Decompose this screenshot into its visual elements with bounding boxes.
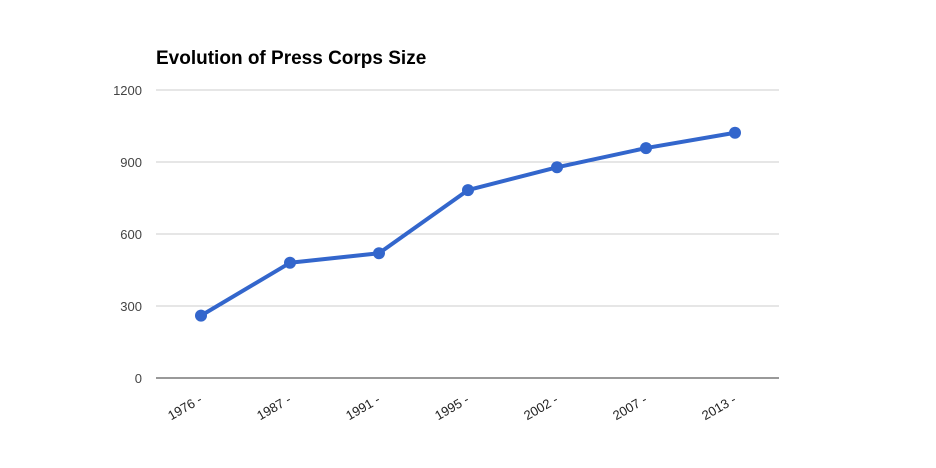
y-tick-label: 1200 [113, 83, 142, 98]
y-tick-label: 600 [120, 227, 142, 242]
data-point [195, 309, 207, 322]
chart-title: Evolution of Press Corps Size [156, 48, 426, 69]
y-tick-label: 900 [120, 155, 142, 170]
data-point [462, 184, 474, 197]
y-tick-label: 0 [135, 371, 142, 386]
data-point [373, 247, 385, 260]
x-tick-label: 1991 - [343, 392, 382, 423]
x-tick-label: 1976 - [165, 392, 204, 423]
x-tick-label: 1995 - [432, 392, 471, 423]
gridlines [156, 89, 779, 307]
x-axis-ticks: 1976 - 1987 - 1991 - 1995 - 2002 - 2007 - 2013… [165, 392, 738, 423]
series-line [199, 130, 737, 318]
x-tick-label: 2007 - [610, 392, 649, 423]
y-tick-label: 300 [120, 299, 142, 314]
data-point [551, 161, 563, 174]
x-tick-label: 1987 - [254, 392, 293, 423]
data-point [284, 256, 296, 269]
data-points [195, 126, 741, 322]
data-point [729, 126, 741, 139]
y-axis-ticks: 0 300 600 900 1200 [113, 83, 142, 386]
x-tick-label: 2002 - [521, 392, 560, 423]
data-point [640, 142, 652, 155]
x-tick-label: 2013 - [699, 392, 738, 423]
